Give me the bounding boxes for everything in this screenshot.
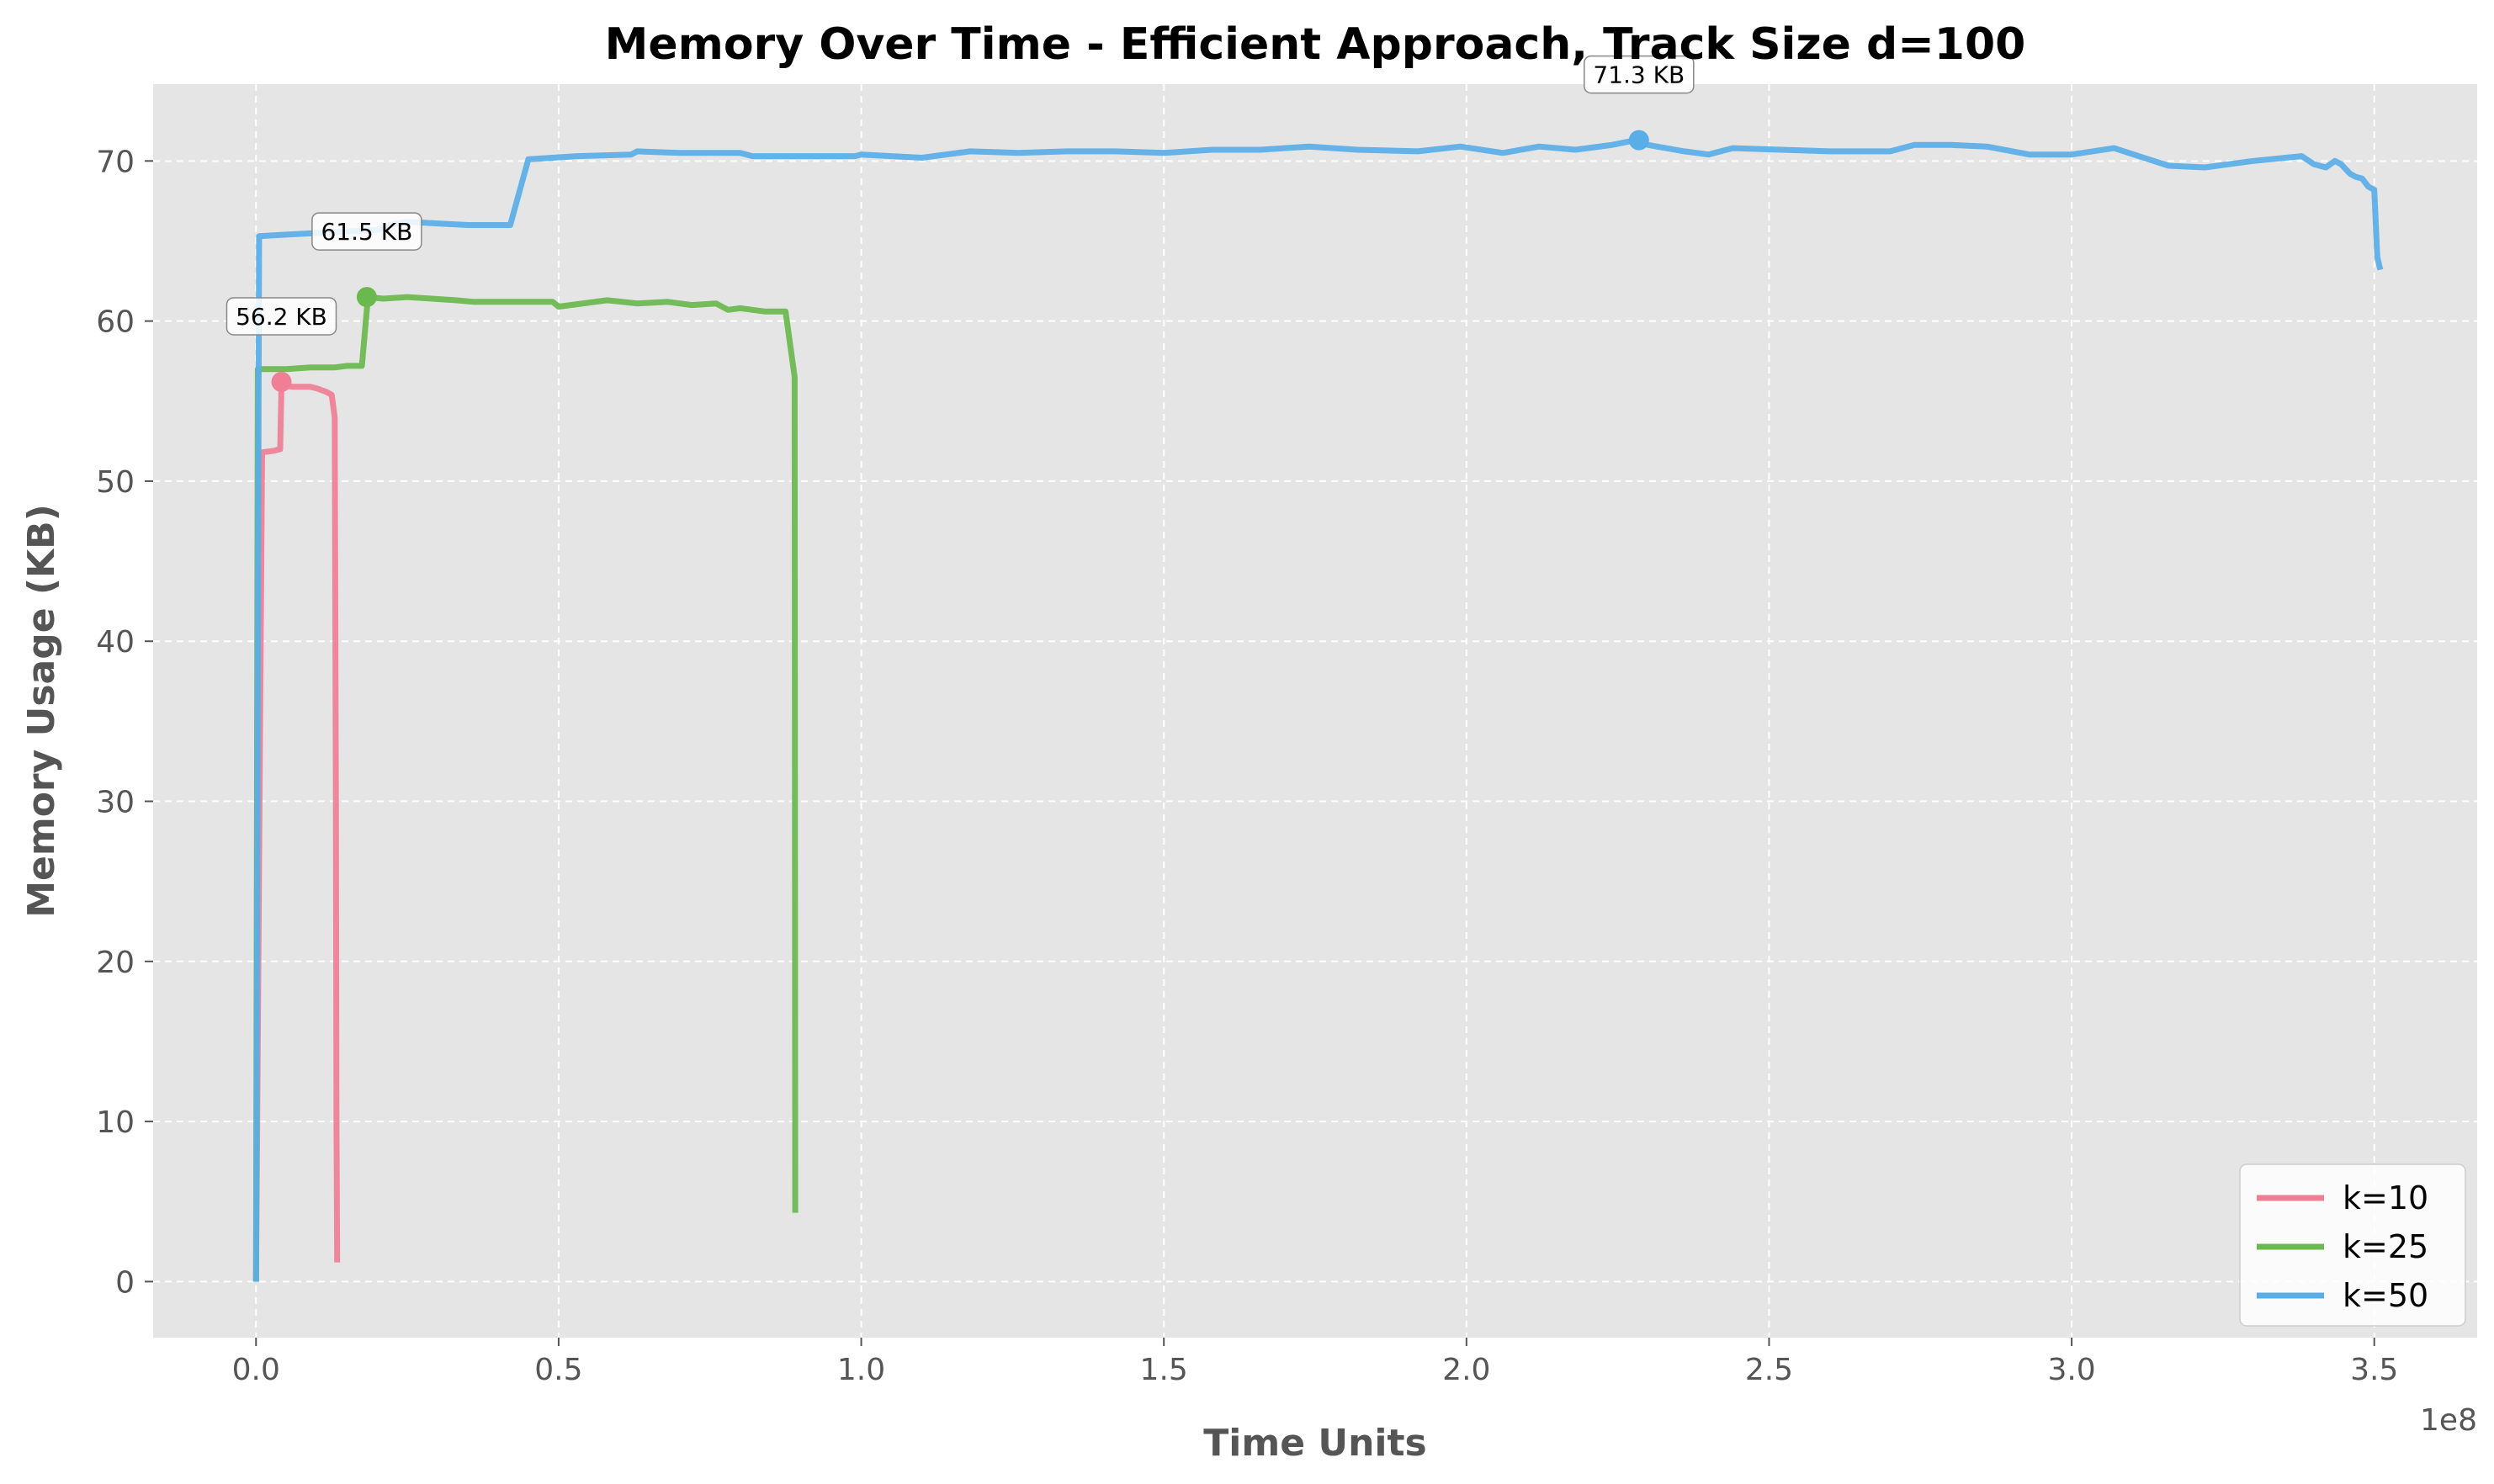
y-axis-ticks: 0 10 20 30 40 50 60 70 (96, 145, 153, 1300)
peak-point-k=25 (356, 287, 377, 308)
x-tick-label: 1.0 (837, 1353, 885, 1387)
y-axis-label: Memory Usage (KB) (20, 504, 63, 918)
x-tick-label: 2.5 (1745, 1353, 1793, 1387)
peak-label-box (311, 212, 422, 251)
x-axis-label: Time Units (1203, 1422, 1426, 1465)
x-tick-label: 0.0 (232, 1353, 280, 1387)
series-line-k=25 (252, 294, 799, 1282)
legend-label: k=25 (2343, 1228, 2428, 1265)
peak-markers (271, 130, 1649, 392)
x-tick-label: 1.5 (1140, 1353, 1188, 1387)
series-line-k=50 (252, 137, 2384, 1282)
peak-annotations: 56.2 KB 61.5 KB 71.3 KB (226, 55, 1695, 336)
y-tick-label: 70 (96, 145, 135, 179)
peak-annotation: 71.3 KB (1584, 55, 1695, 94)
y-tick-label: 50 (96, 465, 135, 500)
peak-annotation: 61.5 KB (311, 212, 422, 251)
peak-annotation: 56.2 KB (226, 297, 337, 336)
peak-point-k=10 (271, 371, 292, 392)
y-tick-label: 20 (96, 946, 135, 980)
y-tick-label: 30 (96, 786, 135, 820)
y-tick-label: 10 (96, 1105, 135, 1140)
y-tick-label: 40 (96, 625, 135, 660)
peak-label-box (1584, 55, 1695, 94)
peak-label: 61.5 KB (321, 218, 412, 246)
y-tick-label: 0 (115, 1265, 135, 1300)
y-tick-label: 60 (96, 305, 135, 340)
x-tick-label: 3.0 (2047, 1353, 2095, 1387)
legend-box (2239, 1163, 2466, 1327)
series-line-k=10 (252, 382, 341, 1282)
x-axis-offset-label: 1e8 (2420, 1403, 2477, 1438)
x-axis-ticks: 0.0 0.5 1.0 1.5 2.0 2.5 3.0 3.5 (232, 1338, 2398, 1387)
legend: k=10 k=25 k=50 (2239, 1163, 2466, 1327)
peak-point-k=50 (1628, 130, 1649, 151)
x-tick-label: 2.0 (1442, 1353, 1490, 1387)
peak-label: 71.3 KB (1593, 61, 1685, 89)
chart-title: Memory Over Time - Efficient Approach, T… (605, 19, 2026, 70)
legend-label: k=10 (2343, 1179, 2428, 1216)
peak-label-box (226, 297, 337, 336)
legend-label: k=50 (2343, 1277, 2428, 1314)
plot-area (153, 84, 2477, 1338)
x-tick-label: 3.5 (2350, 1353, 2398, 1387)
x-tick-label: 0.5 (534, 1353, 582, 1387)
peak-label: 56.2 KB (236, 303, 327, 331)
series-lines (252, 137, 2384, 1282)
